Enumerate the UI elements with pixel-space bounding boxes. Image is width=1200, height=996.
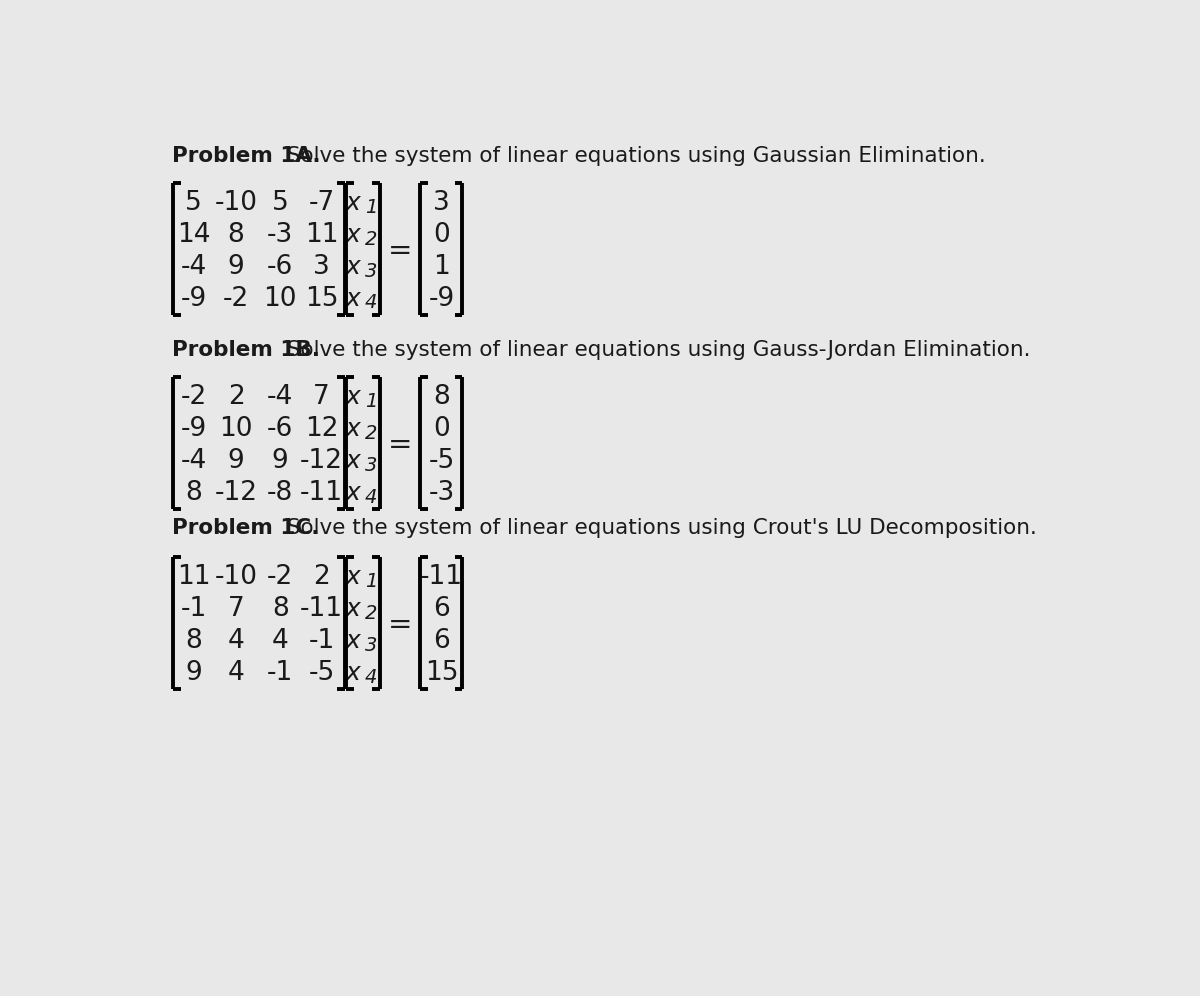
Text: -5: -5: [428, 448, 455, 474]
Text: 1: 1: [365, 197, 377, 216]
Text: -3: -3: [428, 480, 455, 506]
Text: =: =: [388, 612, 413, 639]
Text: 3: 3: [313, 254, 330, 280]
Text: 8: 8: [228, 222, 245, 248]
Text: 3: 3: [433, 190, 450, 216]
Text: =: =: [388, 237, 413, 265]
Text: -4: -4: [180, 448, 206, 474]
Text: -12: -12: [300, 448, 343, 474]
Text: -9: -9: [180, 286, 206, 312]
Text: 6: 6: [433, 597, 450, 622]
Text: x: x: [346, 417, 360, 441]
Text: x: x: [346, 255, 360, 279]
Text: 1: 1: [433, 254, 450, 280]
Text: 3: 3: [365, 262, 377, 281]
Text: Problem 1A.: Problem 1A.: [172, 145, 320, 165]
Text: 8: 8: [185, 628, 202, 654]
Text: 0: 0: [433, 222, 450, 248]
Text: 8: 8: [185, 480, 202, 506]
Text: 0: 0: [433, 416, 450, 442]
Text: 15: 15: [425, 660, 458, 686]
Text: 2: 2: [365, 229, 377, 249]
Text: 3: 3: [365, 455, 377, 474]
Text: -5: -5: [308, 660, 335, 686]
Text: -3: -3: [268, 222, 293, 248]
Text: -11: -11: [300, 480, 343, 506]
Text: 8: 8: [433, 384, 450, 410]
Text: 7: 7: [228, 597, 245, 622]
Text: Solve the system of linear equations using Crout's LU Decomposition.: Solve the system of linear equations usi…: [281, 518, 1037, 539]
Text: x: x: [346, 223, 360, 247]
Text: 5: 5: [272, 190, 288, 216]
Text: 12: 12: [305, 416, 338, 442]
Text: -1: -1: [268, 660, 293, 686]
Text: 9: 9: [272, 448, 288, 474]
Text: 11: 11: [176, 565, 210, 591]
Text: 1: 1: [365, 391, 377, 410]
Text: 4: 4: [228, 628, 245, 654]
Text: x: x: [346, 385, 360, 409]
Text: 9: 9: [228, 254, 245, 280]
Text: -4: -4: [180, 254, 206, 280]
Text: -4: -4: [268, 384, 293, 410]
Text: 11: 11: [305, 222, 338, 248]
Text: x: x: [346, 287, 360, 311]
Text: 10: 10: [264, 286, 296, 312]
Text: 10: 10: [220, 416, 253, 442]
Text: 8: 8: [272, 597, 288, 622]
Text: 2: 2: [365, 423, 377, 442]
Text: Solve the system of linear equations using Gauss-Jordan Elimination.: Solve the system of linear equations usi…: [281, 340, 1031, 360]
Text: 4: 4: [272, 628, 288, 654]
Text: =: =: [388, 431, 413, 459]
Text: 4: 4: [365, 667, 377, 686]
Text: -6: -6: [268, 254, 293, 280]
Text: 4: 4: [365, 294, 377, 313]
Text: -12: -12: [215, 480, 258, 506]
Text: 3: 3: [365, 635, 377, 654]
Text: 4: 4: [228, 660, 245, 686]
Text: 9: 9: [185, 660, 202, 686]
Text: -10: -10: [215, 190, 258, 216]
Text: -9: -9: [180, 416, 206, 442]
Text: -1: -1: [180, 597, 206, 622]
Text: 2: 2: [313, 565, 330, 591]
Text: x: x: [346, 481, 360, 505]
Text: -2: -2: [223, 286, 250, 312]
Text: -11: -11: [420, 565, 463, 591]
Text: 4: 4: [365, 487, 377, 507]
Text: Solve the system of linear equations using Gaussian Elimination.: Solve the system of linear equations usi…: [281, 145, 986, 165]
Text: -11: -11: [300, 597, 343, 622]
Text: -10: -10: [215, 565, 258, 591]
Text: 6: 6: [433, 628, 450, 654]
Text: -2: -2: [268, 565, 293, 591]
Text: -9: -9: [428, 286, 455, 312]
Text: 1: 1: [365, 572, 377, 591]
Text: 2: 2: [365, 604, 377, 622]
Text: x: x: [346, 191, 360, 215]
Text: 15: 15: [305, 286, 338, 312]
Text: -8: -8: [268, 480, 293, 506]
Text: 2: 2: [228, 384, 245, 410]
Text: x: x: [346, 566, 360, 590]
Text: Problem 1C.: Problem 1C.: [172, 518, 319, 539]
Text: x: x: [346, 598, 360, 622]
Text: x: x: [346, 449, 360, 473]
Text: 5: 5: [185, 190, 202, 216]
Text: x: x: [346, 661, 360, 685]
Text: x: x: [346, 629, 360, 653]
Text: -1: -1: [308, 628, 335, 654]
Text: 14: 14: [176, 222, 210, 248]
Text: Problem 1B.: Problem 1B.: [172, 340, 319, 360]
Text: 7: 7: [313, 384, 330, 410]
Text: -2: -2: [180, 384, 206, 410]
Text: 9: 9: [228, 448, 245, 474]
Text: -7: -7: [308, 190, 335, 216]
Text: -6: -6: [268, 416, 293, 442]
